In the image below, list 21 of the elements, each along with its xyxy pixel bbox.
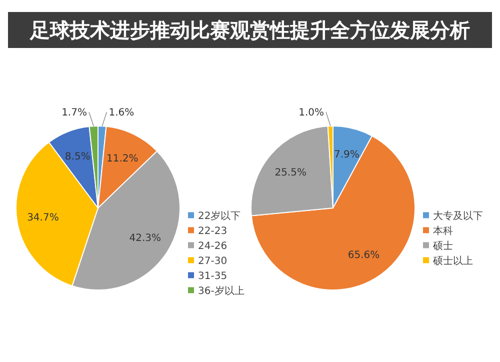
legend-label: 大专及以下 (433, 210, 483, 222)
legend-label: 24-26 (198, 241, 228, 252)
data-label: 42.3% (129, 233, 162, 244)
data-label: 8.5% (64, 152, 90, 163)
data-label: 65.6% (348, 250, 380, 262)
chart-title: 足球技术进步推动比赛观赏性提升全方位发展分析 (29, 18, 470, 42)
legend-label: 本科 (433, 225, 453, 238)
legend-label: 硕士 (432, 240, 453, 252)
data-label: 34.7% (27, 212, 59, 224)
data-label: 1.6% (108, 108, 134, 119)
legend-label: 27-30 (198, 256, 228, 268)
data-label: 25.5% (274, 167, 306, 178)
data-label: 11.2% (106, 153, 138, 164)
legend-label: 硕士以上 (432, 255, 473, 268)
data-label: 1.0% (298, 108, 324, 119)
legend-label: 36-岁以上 (198, 285, 244, 298)
legend-label: 31-35 (198, 271, 228, 282)
legend-label: 22-23 (198, 226, 228, 238)
data-label: 1.7% (62, 108, 87, 119)
data-label: 7.9% (334, 149, 360, 160)
legend-label: 22岁以下 (198, 210, 241, 222)
